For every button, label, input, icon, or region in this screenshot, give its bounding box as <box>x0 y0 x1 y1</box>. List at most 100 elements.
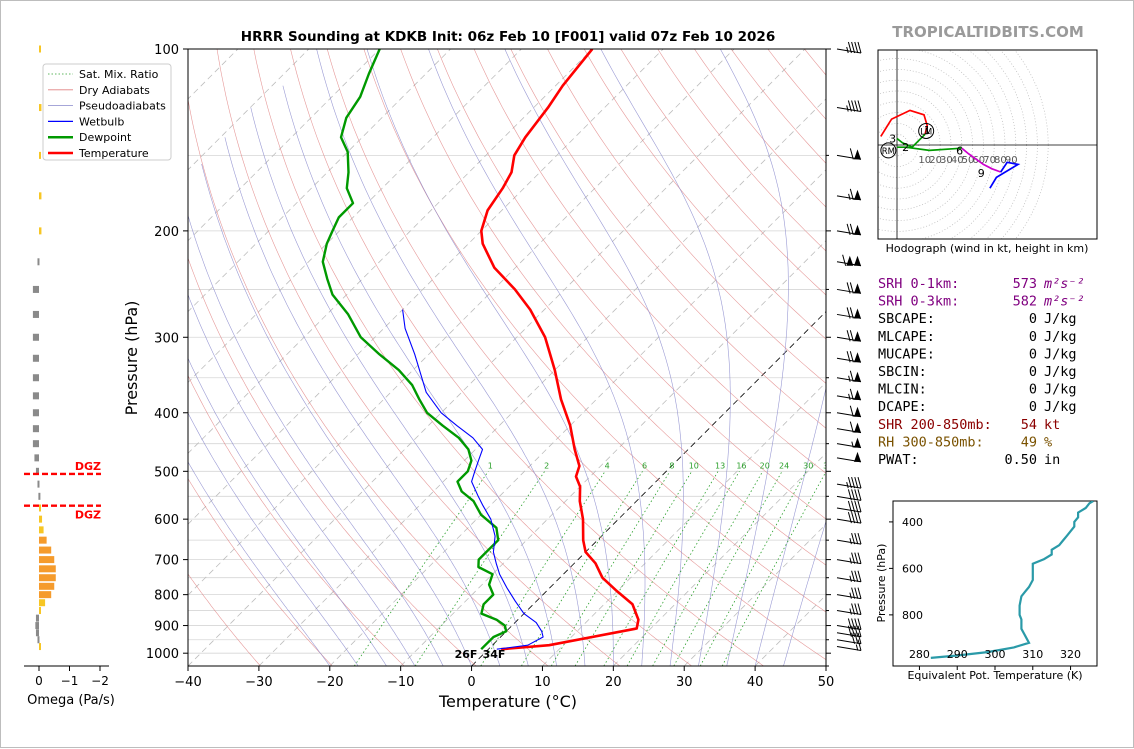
barb-pennant <box>854 390 861 400</box>
index-unit: J/kg <box>1044 382 1077 398</box>
index-unit: J/kg <box>1044 329 1077 345</box>
barb-flag <box>855 512 858 523</box>
wind-barb <box>837 533 861 544</box>
theta-e-frame <box>893 501 1097 666</box>
wind-barb <box>837 389 861 400</box>
theta-e-x-tick-label: 280 <box>909 648 930 661</box>
index-label: SRH 0-3km: <box>878 294 959 310</box>
omega-tick-label: 0 <box>35 674 43 688</box>
barb-pennant <box>854 452 861 462</box>
index-value: 0 <box>1029 364 1037 380</box>
y-tick-label: 800 <box>154 589 179 604</box>
barb-flag <box>843 255 846 266</box>
index-label: SRH 0-1km: <box>878 276 959 292</box>
legend-label: Dry Adiabats <box>79 84 150 97</box>
y-tick-label: 400 <box>154 407 179 422</box>
mixing-ratio-label: 8 <box>669 461 674 470</box>
omega-bar <box>39 537 47 544</box>
barb-pennant <box>854 423 861 433</box>
barb-flag <box>858 604 861 615</box>
skewt-frame <box>188 49 826 666</box>
omega-bar <box>39 556 54 563</box>
mixing-ratio-line <box>354 471 488 666</box>
index-value: 54 <box>1021 417 1037 433</box>
index-value: 0 <box>1029 329 1037 345</box>
omega-bar <box>33 334 39 341</box>
y-tick-label: 100 <box>154 43 179 58</box>
omega-bar <box>33 440 39 447</box>
barb-half-flag <box>849 376 851 382</box>
barb-flag <box>858 553 861 564</box>
omega-bar <box>39 643 41 650</box>
mixing-ratio-label: 2 <box>544 461 549 470</box>
wind-barb <box>837 101 861 112</box>
pseudoadiabat <box>251 108 529 666</box>
barb-flag <box>855 501 858 512</box>
wind-barb <box>837 189 861 200</box>
legend-label: Pseudoadiabats <box>79 100 166 113</box>
wind-barb <box>837 307 861 318</box>
pseudoadiabat <box>720 49 788 666</box>
legend-label: Dewpoint <box>79 131 132 144</box>
barb-half-flag <box>850 538 852 544</box>
pseudoadiabat <box>429 49 646 666</box>
wind-barb <box>837 42 861 53</box>
y-tick-label: 900 <box>154 620 179 635</box>
theta-e-y-tick-label: 400 <box>902 516 923 529</box>
wind-barb <box>837 477 861 488</box>
wind-barb <box>837 588 861 599</box>
hodograph-height-label: 3 <box>889 133 896 146</box>
barb-pennant <box>854 149 861 159</box>
mixing-ratio-label: 6 <box>642 461 647 470</box>
mixing-ratio-label: 13 <box>715 461 725 470</box>
wind-barb <box>837 330 861 341</box>
omega-bar <box>39 565 56 572</box>
x-tick-label: −30 <box>245 675 272 690</box>
barb-pennant <box>854 308 861 318</box>
barb-flag <box>855 553 858 564</box>
omega-bar <box>39 599 45 606</box>
wind-barb <box>837 604 861 615</box>
omega-bar <box>37 481 39 488</box>
wind-barb <box>837 282 861 293</box>
brand-watermark: TROPICALTIDBITS.COM <box>892 23 1084 41</box>
index-value: 0.50 <box>1004 452 1037 468</box>
index-label: SBCIN: <box>878 364 927 380</box>
x-tick-label: −40 <box>174 675 201 690</box>
omega-bar <box>34 454 39 461</box>
legend-label: Temperature <box>78 147 149 160</box>
chart-title: HRRR Sounding at KDKB Init: 06z Feb 10 [… <box>241 29 775 45</box>
index-unit: % <box>1044 434 1052 450</box>
mixing-ratio-line <box>700 471 806 666</box>
index-label: RH 300-850mb: <box>878 434 984 450</box>
barb-flag <box>855 571 858 582</box>
barb-flag <box>855 489 858 500</box>
y-tick-label: 700 <box>154 554 179 569</box>
omega-bar <box>33 286 39 293</box>
theta-e-x-tick-label: 310 <box>1022 648 1043 661</box>
hodograph-height-label: 1 <box>924 124 931 137</box>
hodograph-height-label: 2 <box>902 141 909 154</box>
theta-e-x-tick-label: 320 <box>1060 648 1081 661</box>
barb-half-flag <box>850 593 852 599</box>
y-tick-label: 300 <box>154 331 179 346</box>
barb-pennant <box>854 407 861 417</box>
barb-pennant <box>854 190 861 200</box>
pseudoadiabat <box>317 49 585 666</box>
index-label: PWAT: <box>878 452 919 468</box>
theta-e-ylabel: Pressure (hPa) <box>875 544 888 623</box>
omega-bar <box>39 583 54 590</box>
index-value: 0 <box>1029 399 1037 415</box>
wind-barb <box>837 422 861 433</box>
omega-bar <box>39 574 56 581</box>
omega-bar <box>33 374 39 381</box>
barb-flag <box>858 42 861 53</box>
omega-bar <box>39 104 41 111</box>
